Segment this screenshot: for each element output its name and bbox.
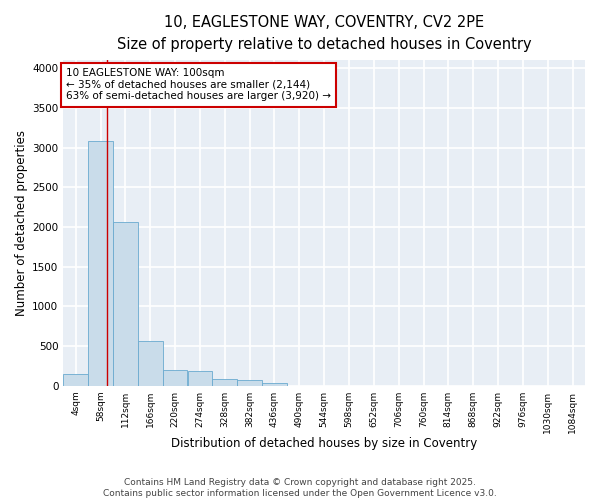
Bar [188,371,212,386]
Bar [238,380,262,386]
Bar [138,342,163,386]
Y-axis label: Number of detached properties: Number of detached properties [15,130,28,316]
Bar [64,374,88,386]
Bar [113,222,137,386]
Bar [163,370,187,386]
X-axis label: Distribution of detached houses by size in Coventry: Distribution of detached houses by size … [171,437,477,450]
Title: 10, EAGLESTONE WAY, COVENTRY, CV2 2PE
Size of property relative to detached hous: 10, EAGLESTONE WAY, COVENTRY, CV2 2PE Si… [117,15,532,52]
Bar [212,380,237,386]
Text: 10 EAGLESTONE WAY: 100sqm
← 35% of detached houses are smaller (2,144)
63% of se: 10 EAGLESTONE WAY: 100sqm ← 35% of detac… [66,68,331,102]
Bar [88,142,113,386]
Text: Contains HM Land Registry data © Crown copyright and database right 2025.
Contai: Contains HM Land Registry data © Crown c… [103,478,497,498]
Bar [262,382,287,386]
